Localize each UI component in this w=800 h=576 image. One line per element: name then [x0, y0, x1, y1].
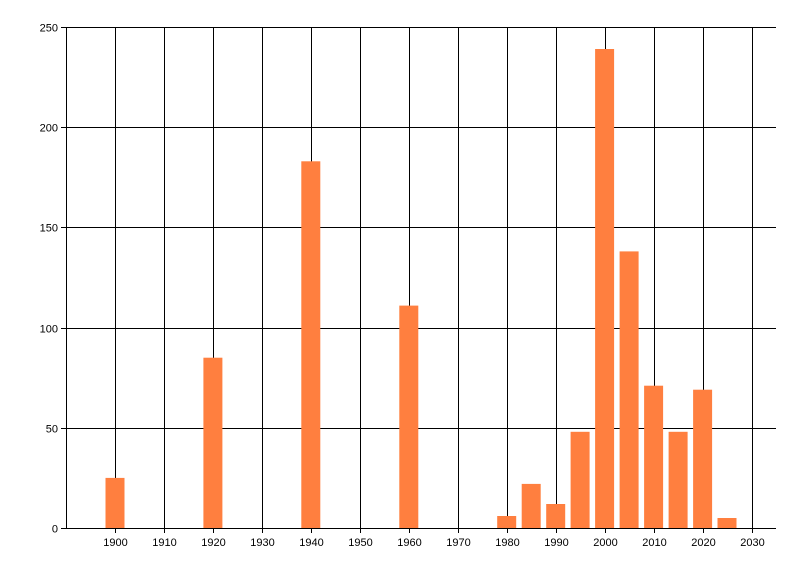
y-tick-label: 100: [40, 324, 58, 336]
bar: [619, 251, 639, 528]
x-tick-label: 1990: [544, 537, 568, 549]
bar: [717, 518, 737, 528]
bar: [399, 305, 419, 528]
x-tick-label: 1950: [348, 537, 372, 549]
x-tick-label: 2000: [593, 537, 617, 549]
x-axis-ticks: 1900 1910 1920 1930 1940 1950 1960 1970 1980 1990…: [103, 528, 765, 549]
x-tick-label: 1940: [299, 537, 323, 549]
y-tick-label: 200: [40, 123, 58, 135]
bar: [546, 504, 566, 528]
bar: [301, 161, 321, 529]
y-axis-ticks: 0 50 100 150 200 250: [40, 23, 66, 536]
x-tick-label: 1910: [152, 537, 176, 549]
bar: [595, 49, 615, 528]
bar: [203, 357, 223, 528]
x-tick-label: 1970: [446, 537, 470, 549]
x-tick-label: 2030: [740, 537, 764, 549]
bar: [668, 431, 688, 528]
x-tick-label: 1920: [201, 537, 225, 549]
y-tick-label: 50: [46, 424, 58, 436]
bar: [497, 516, 517, 528]
y-tick-label: 250: [40, 23, 58, 35]
bar: [693, 389, 713, 528]
y-tick-label: 0: [52, 524, 58, 536]
bar: [521, 483, 541, 528]
bars-series: [105, 49, 737, 529]
bar: [105, 477, 125, 528]
x-tick-label: 2010: [642, 537, 666, 549]
axes: [66, 27, 776, 529]
x-tick-label: 2020: [691, 537, 715, 549]
x-tick-label: 1930: [250, 537, 274, 549]
x-tick-label: 1960: [397, 537, 421, 549]
y-tick-label: 150: [40, 223, 58, 235]
x-tick-label: 1900: [103, 537, 127, 549]
bar: [570, 431, 590, 528]
x-tick-label: 1980: [495, 537, 519, 549]
bar: [644, 385, 664, 528]
